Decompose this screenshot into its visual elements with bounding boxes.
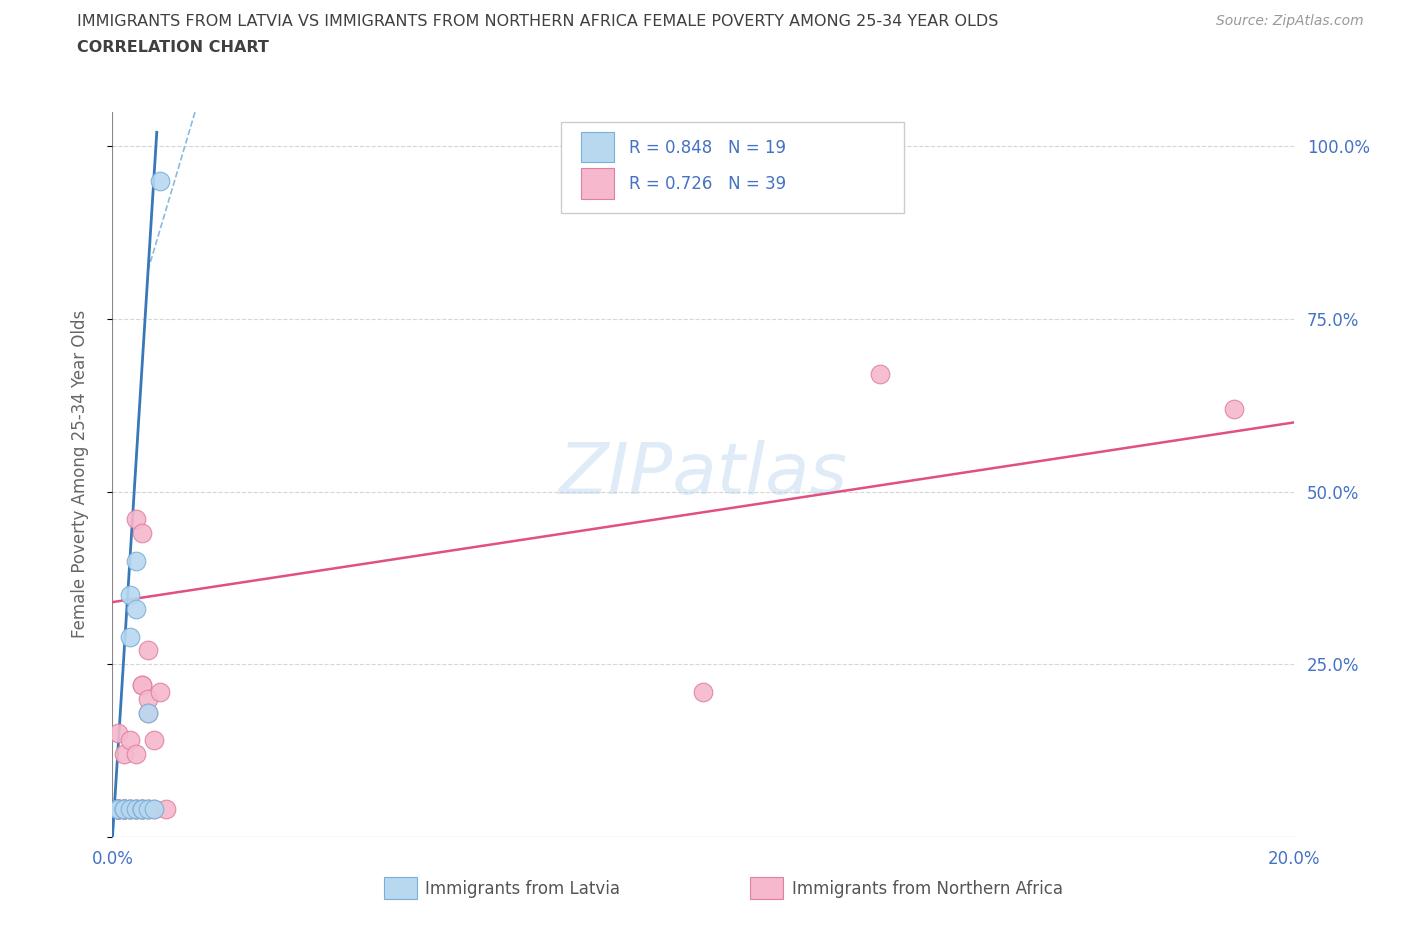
Point <box>112 802 135 817</box>
Point <box>112 802 135 817</box>
Point <box>131 802 153 817</box>
Point <box>120 802 142 817</box>
Bar <box>384 877 418 898</box>
Point <box>120 733 142 748</box>
Point <box>125 802 148 817</box>
Point <box>107 802 129 817</box>
Point <box>120 588 142 603</box>
Bar <box>751 877 783 898</box>
Point <box>136 643 159 658</box>
Text: ZIPatlas: ZIPatlas <box>558 440 848 509</box>
Point <box>131 525 153 540</box>
Point <box>142 733 165 748</box>
Text: Source: ZipAtlas.com: Source: ZipAtlas.com <box>1216 14 1364 28</box>
Point <box>131 802 153 817</box>
Point <box>131 678 153 693</box>
Point <box>107 726 129 741</box>
Point <box>125 747 148 762</box>
Point <box>112 802 135 817</box>
Point <box>125 553 148 568</box>
Text: Immigrants from Latvia: Immigrants from Latvia <box>426 880 620 897</box>
Point <box>120 802 142 817</box>
Point <box>125 802 148 817</box>
Point <box>112 802 135 817</box>
Bar <box>581 132 614 163</box>
Point <box>131 678 153 693</box>
Point <box>155 802 177 817</box>
Point <box>120 802 142 817</box>
Point <box>1223 401 1246 416</box>
Point <box>692 684 714 699</box>
Point <box>112 802 135 817</box>
Point <box>125 512 148 526</box>
Point <box>131 802 153 817</box>
Y-axis label: Female Poverty Among 25-34 Year Olds: Female Poverty Among 25-34 Year Olds <box>70 311 89 638</box>
Point <box>131 802 153 817</box>
Point <box>125 802 148 817</box>
Point <box>107 802 129 817</box>
Point <box>112 802 135 817</box>
Point <box>142 802 165 817</box>
Point <box>869 366 891 381</box>
Point <box>149 173 172 188</box>
Point <box>107 802 129 817</box>
Point <box>112 802 135 817</box>
Point <box>107 802 129 817</box>
Point <box>136 705 159 720</box>
Point <box>107 802 129 817</box>
Point <box>120 802 142 817</box>
Text: R = 0.726   N = 39: R = 0.726 N = 39 <box>628 175 786 193</box>
Text: IMMIGRANTS FROM LATVIA VS IMMIGRANTS FROM NORTHERN AFRICA FEMALE POVERTY AMONG 2: IMMIGRANTS FROM LATVIA VS IMMIGRANTS FRO… <box>77 14 998 29</box>
Point <box>107 802 129 817</box>
Point <box>149 684 172 699</box>
Point <box>142 802 165 817</box>
Bar <box>581 168 614 199</box>
Point <box>125 602 148 617</box>
Point <box>107 802 129 817</box>
Point <box>136 691 159 706</box>
Point <box>120 630 142 644</box>
Text: Immigrants from Northern Africa: Immigrants from Northern Africa <box>792 880 1063 897</box>
Point <box>125 802 148 817</box>
Point <box>107 802 129 817</box>
Point <box>112 747 135 762</box>
Point <box>131 802 153 817</box>
Point <box>112 802 135 817</box>
Text: R = 0.848   N = 19: R = 0.848 N = 19 <box>628 139 786 157</box>
Point <box>136 802 159 817</box>
Point <box>136 705 159 720</box>
FancyBboxPatch shape <box>561 123 904 213</box>
Point <box>136 802 159 817</box>
Point <box>107 802 129 817</box>
Point <box>136 802 159 817</box>
Text: CORRELATION CHART: CORRELATION CHART <box>77 40 269 55</box>
